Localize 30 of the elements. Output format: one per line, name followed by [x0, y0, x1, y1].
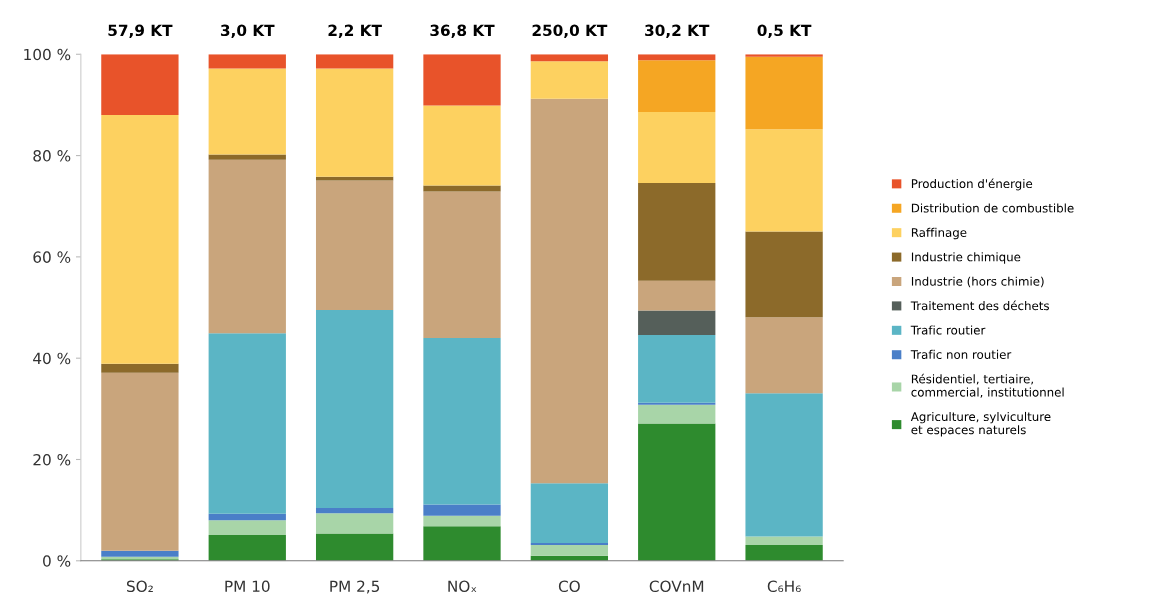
legend-label: Trafic routier [910, 325, 986, 335]
text: 3,0 KT [220, 24, 275, 39]
legend-label: Distribution de combustible [911, 203, 1074, 213]
y-tick-label: 80 % [33, 150, 71, 162]
y-tick-label: 100 % [24, 48, 71, 61]
legend-label: Industrie chimique [911, 252, 1021, 264]
x-tick-label: NOₓ [448, 580, 477, 593]
y-tick-label: 60 % [33, 251, 71, 263]
text: 0,5 KT [757, 24, 812, 39]
y-tick-label: 20 % [33, 453, 71, 466]
x-tick-label: PM 2,5 [330, 580, 380, 594]
y-tick-label: 40 % [33, 352, 71, 365]
x-tick-label: C₆H₆ [767, 580, 801, 593]
x-tick-label: PM 10 [225, 580, 270, 593]
text: 57,9 KT [108, 24, 173, 39]
text: 250,0 KT [532, 24, 608, 39]
legend-label: Résidentiel, tertiaire, commercial, institutionnel [911, 373, 1064, 398]
x-tick-label: CO [558, 580, 580, 593]
legend-label: Traitement des déchets [910, 300, 1049, 311]
x-tick-label: SO₂ [126, 580, 153, 593]
legend-label: Agriculture, sylviculture et espaces naturels [910, 411, 1051, 437]
legend-label: Raffinage [911, 227, 967, 240]
text: 30,2 KT [645, 24, 710, 39]
x-tick-label: COVnM [649, 580, 704, 593]
text: 2,2 KT [328, 24, 382, 39]
legend-label: Industrie (hors chimie) [911, 276, 1044, 288]
y-tick-label: 0 % [43, 555, 71, 567]
legend-label: Trafic non routier [910, 349, 1012, 359]
legend-label: Production d'énergie [911, 178, 1033, 191]
text: 36,8 KT [430, 24, 495, 39]
